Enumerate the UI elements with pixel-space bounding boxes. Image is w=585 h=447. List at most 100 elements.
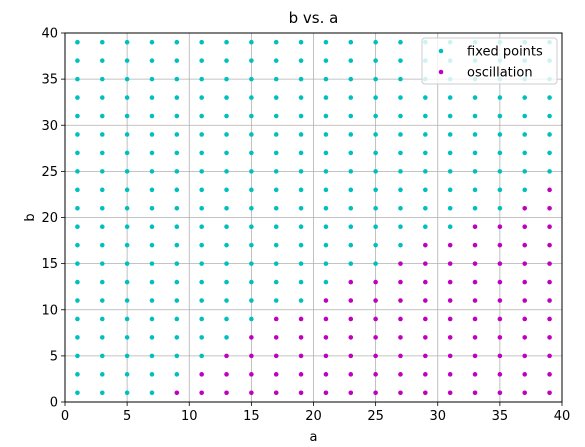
fixed-point [199, 169, 204, 174]
fixed-point [99, 242, 105, 248]
oscillation-point [472, 224, 478, 230]
fixed-point [99, 132, 105, 137]
fixed-point [124, 335, 130, 340]
oscillation-point [547, 242, 552, 248]
fixed-point [348, 205, 354, 211]
fixed-point [497, 187, 503, 193]
y-tick-label: 20 [41, 211, 58, 226]
fixed-point [99, 58, 105, 63]
fixed-point [547, 169, 552, 174]
fixed-point [472, 95, 478, 100]
fixed-point [124, 169, 130, 174]
legend-label: oscillation [467, 66, 533, 81]
fixed-point [298, 169, 304, 174]
fixed-point [124, 372, 130, 377]
fixed-point [249, 205, 254, 211]
fixed-point [423, 205, 428, 211]
oscillation-point [398, 372, 403, 377]
fixed-point [174, 372, 180, 377]
oscillation-point [423, 335, 428, 340]
fixed-point [224, 132, 229, 137]
fixed-point [373, 132, 378, 137]
oscillation-point [423, 316, 428, 322]
fixed-point [75, 372, 80, 377]
oscillation-point [447, 242, 453, 248]
oscillation-point [348, 335, 354, 340]
fixed-point [398, 113, 403, 119]
fixed-point [149, 205, 155, 211]
oscillation-point [447, 353, 453, 359]
fixed-point [75, 298, 80, 303]
fixed-point [75, 58, 80, 63]
fixed-point [199, 242, 204, 248]
fixed-point [174, 224, 180, 230]
fixed-point [298, 76, 304, 82]
fixed-point [199, 113, 204, 119]
fixed-point [174, 242, 180, 248]
legend-box [421, 37, 558, 85]
fixed-point [273, 132, 279, 137]
x-tick-label: 15 [243, 409, 260, 424]
y-tick-label: 35 [41, 73, 58, 88]
fixed-point [199, 353, 204, 359]
y-tick-label: 40 [41, 27, 58, 42]
oscillation-point [522, 261, 528, 266]
fixed-point [348, 113, 354, 119]
fixed-point [323, 279, 329, 285]
fixed-point [174, 95, 180, 100]
fixed-point [174, 150, 180, 156]
data-points [75, 39, 552, 396]
fixed-point [298, 279, 304, 285]
fixed-point [124, 150, 130, 156]
oscillation-point [273, 335, 279, 340]
x-tick-label: 0 [61, 409, 69, 424]
fixed-point [224, 76, 229, 82]
oscillation-point [398, 298, 403, 303]
oscillation-point [547, 372, 552, 377]
fixed-point [75, 390, 80, 396]
fixed-point [75, 132, 80, 137]
fixed-point [249, 169, 254, 174]
fixed-point [124, 58, 130, 63]
fixed-point [273, 150, 279, 156]
fixed-point [273, 76, 279, 82]
oscillation-point [497, 242, 503, 248]
fixed-point [273, 205, 279, 211]
fixed-point [373, 58, 378, 63]
oscillation-point [522, 335, 528, 340]
fixed-point [174, 76, 180, 82]
fixed-point [298, 132, 304, 137]
fixed-point [398, 39, 403, 45]
fixed-point [75, 279, 80, 285]
fixed-point [273, 169, 279, 174]
oscillation-point [547, 353, 552, 359]
fixed-point [547, 132, 552, 137]
fixed-point [199, 205, 204, 211]
oscillation-point [423, 372, 428, 377]
fixed-point [522, 150, 528, 156]
oscillation-point [547, 316, 552, 322]
legend-marker [438, 48, 444, 54]
oscillation-point [547, 261, 552, 266]
oscillation-point [423, 242, 428, 248]
fixed-point [174, 353, 180, 359]
fixed-point [224, 335, 229, 340]
fixed-point [99, 353, 105, 359]
x-tick-label: 25 [367, 409, 384, 424]
oscillation-point [497, 261, 503, 266]
oscillation-point [348, 316, 354, 322]
oscillation-point [497, 298, 503, 303]
fixed-point [124, 316, 130, 322]
oscillation-point [323, 372, 329, 377]
fixed-point [298, 205, 304, 211]
fixed-point [323, 95, 329, 100]
fixed-point [99, 261, 105, 266]
fixed-point [522, 95, 528, 100]
oscillation-point [497, 335, 503, 340]
fixed-point [423, 169, 428, 174]
fixed-point [249, 187, 254, 193]
fixed-point [149, 335, 155, 340]
fixed-point [249, 316, 254, 322]
x-tick-label: 40 [554, 409, 571, 424]
fixed-point [149, 224, 155, 230]
